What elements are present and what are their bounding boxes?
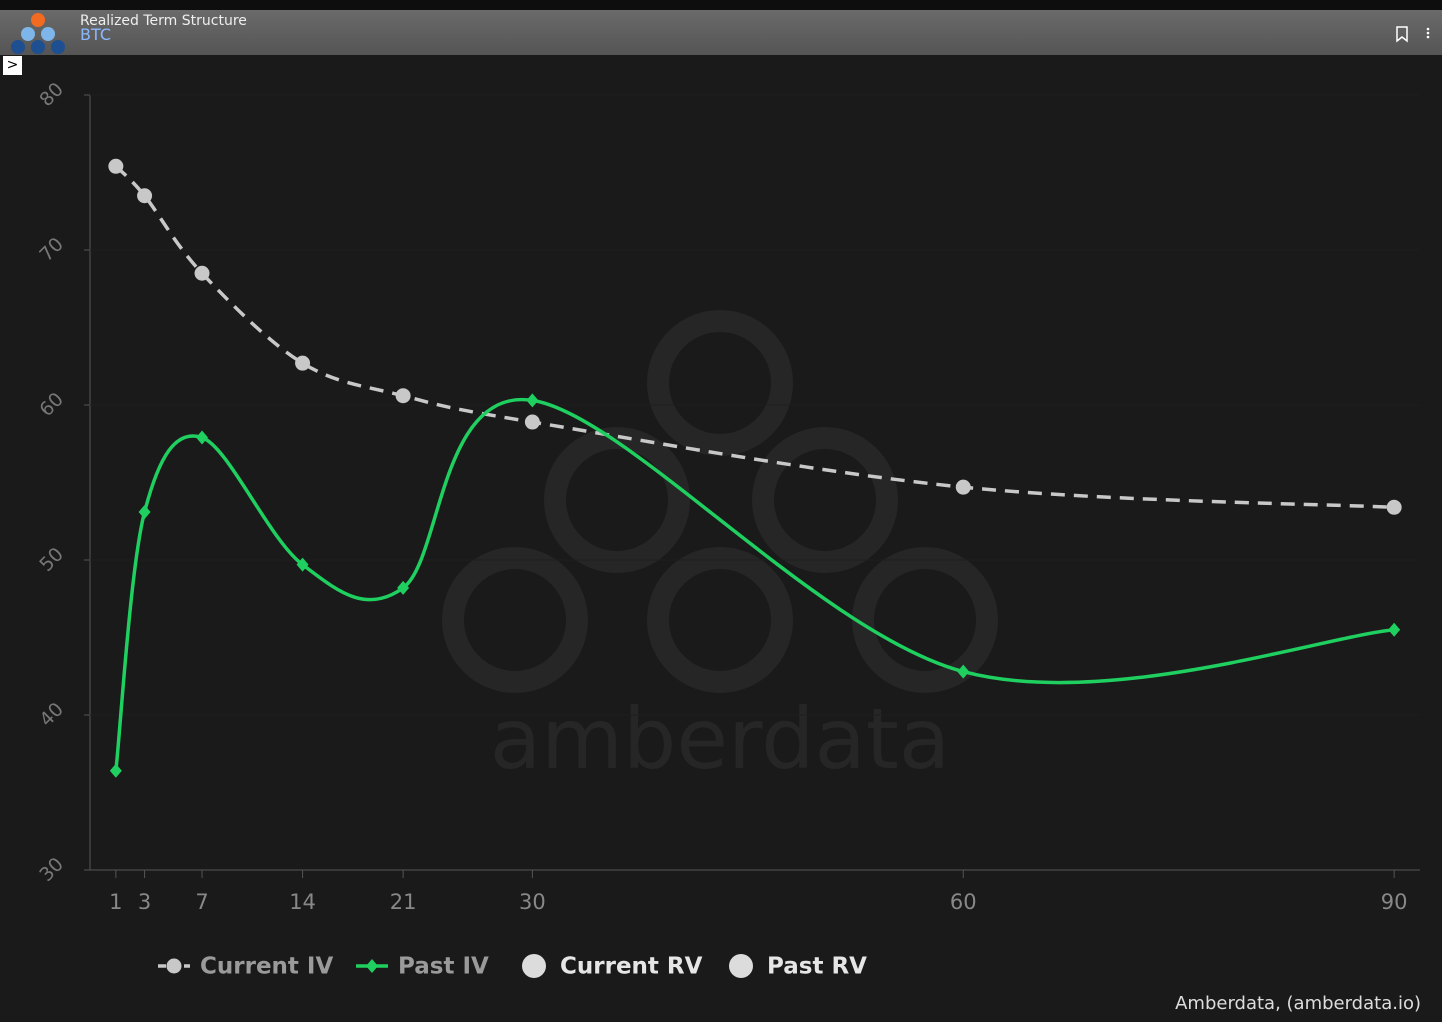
data-point [526, 393, 539, 408]
series-line [114, 397, 1395, 771]
data-point [137, 188, 153, 204]
x-tick-label: 14 [289, 890, 316, 914]
data-point [296, 557, 309, 572]
widget-subtitle: BTC [80, 25, 111, 44]
widget-title: Realized Term Structure [80, 13, 247, 29]
header-icons[interactable] [1390, 10, 1440, 55]
data-point [138, 504, 151, 519]
data-point [196, 430, 209, 445]
legend-item[interactable]: Past RV [729, 954, 867, 980]
data-point [957, 664, 970, 679]
y-tick-label: 30 [35, 853, 68, 886]
y-tick-label: 60 [35, 388, 68, 421]
legend-item[interactable]: Current RV [522, 954, 703, 980]
y-tick-label: 40 [35, 698, 68, 731]
legend-label: Past IV [398, 954, 489, 980]
credit: Amberdata, (amberdata.io) [1175, 993, 1421, 1014]
header: Realized Term Structure BTC [0, 10, 1442, 55]
panel: Realized Term Structure BTC > [0, 10, 1442, 1022]
watermark: amberdata [490, 690, 951, 788]
data-point [108, 158, 124, 174]
legend-label: Current IV [200, 954, 333, 980]
data-point [397, 580, 410, 595]
data-point [955, 479, 971, 495]
x-tick-label: 3 [138, 890, 151, 914]
x-tick-label: 30 [519, 890, 546, 914]
legend-marker [522, 954, 546, 978]
watermark-logo [442, 310, 998, 693]
expand-button[interactable]: > [3, 56, 22, 75]
data-point [194, 265, 210, 281]
legend-marker [729, 954, 753, 978]
y-tick-label: 50 [35, 543, 68, 576]
x-tick-label: 1 [109, 890, 122, 914]
data-point [524, 414, 540, 430]
legend-item[interactable]: Past IV [356, 954, 489, 980]
data-point [295, 355, 311, 371]
data-point [395, 388, 411, 404]
x-tick-label: 90 [1381, 890, 1408, 914]
x-tick-label: 60 [950, 890, 977, 914]
x-tick-label: 7 [195, 890, 208, 914]
legend-marker [166, 958, 182, 974]
y-tick-label: 70 [35, 233, 68, 266]
data-point [1386, 499, 1402, 515]
legend-label: Past RV [767, 954, 867, 980]
legend-item[interactable]: Current IV [158, 954, 333, 980]
legend-marker [366, 959, 378, 973]
logo [11, 13, 65, 54]
x-tick-label: 21 [390, 890, 417, 914]
data-point [1388, 622, 1401, 637]
data-point [109, 763, 122, 778]
y-tick-label: 80 [35, 78, 68, 111]
legend-label: Current RV [560, 954, 703, 980]
